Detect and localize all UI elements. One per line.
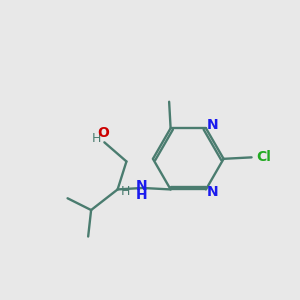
Text: H: H bbox=[135, 188, 147, 202]
Text: H: H bbox=[92, 132, 101, 145]
Text: H: H bbox=[120, 185, 130, 198]
Text: Cl: Cl bbox=[256, 150, 271, 164]
Text: N: N bbox=[135, 179, 147, 194]
Text: N: N bbox=[207, 185, 218, 200]
Text: O: O bbox=[97, 127, 109, 140]
Text: N: N bbox=[207, 118, 218, 132]
